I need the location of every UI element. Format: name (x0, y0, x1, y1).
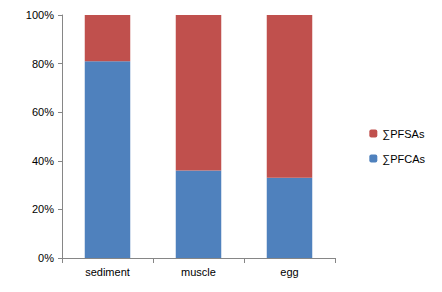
svg-text:muscle: muscle (181, 266, 216, 278)
svg-text:40%: 40% (32, 155, 54, 167)
svg-text:∑PFCAs: ∑PFCAs (382, 153, 425, 166)
svg-text:egg: egg (280, 266, 298, 278)
svg-text:∑PFSAs: ∑PFSAs (382, 128, 425, 141)
svg-text:60%: 60% (32, 106, 54, 118)
svg-text:80%: 80% (32, 58, 54, 70)
svg-text:20%: 20% (32, 203, 54, 215)
svg-text:100%: 100% (26, 9, 54, 21)
svg-text:0%: 0% (38, 252, 54, 264)
svg-text:sediment: sediment (85, 266, 130, 278)
